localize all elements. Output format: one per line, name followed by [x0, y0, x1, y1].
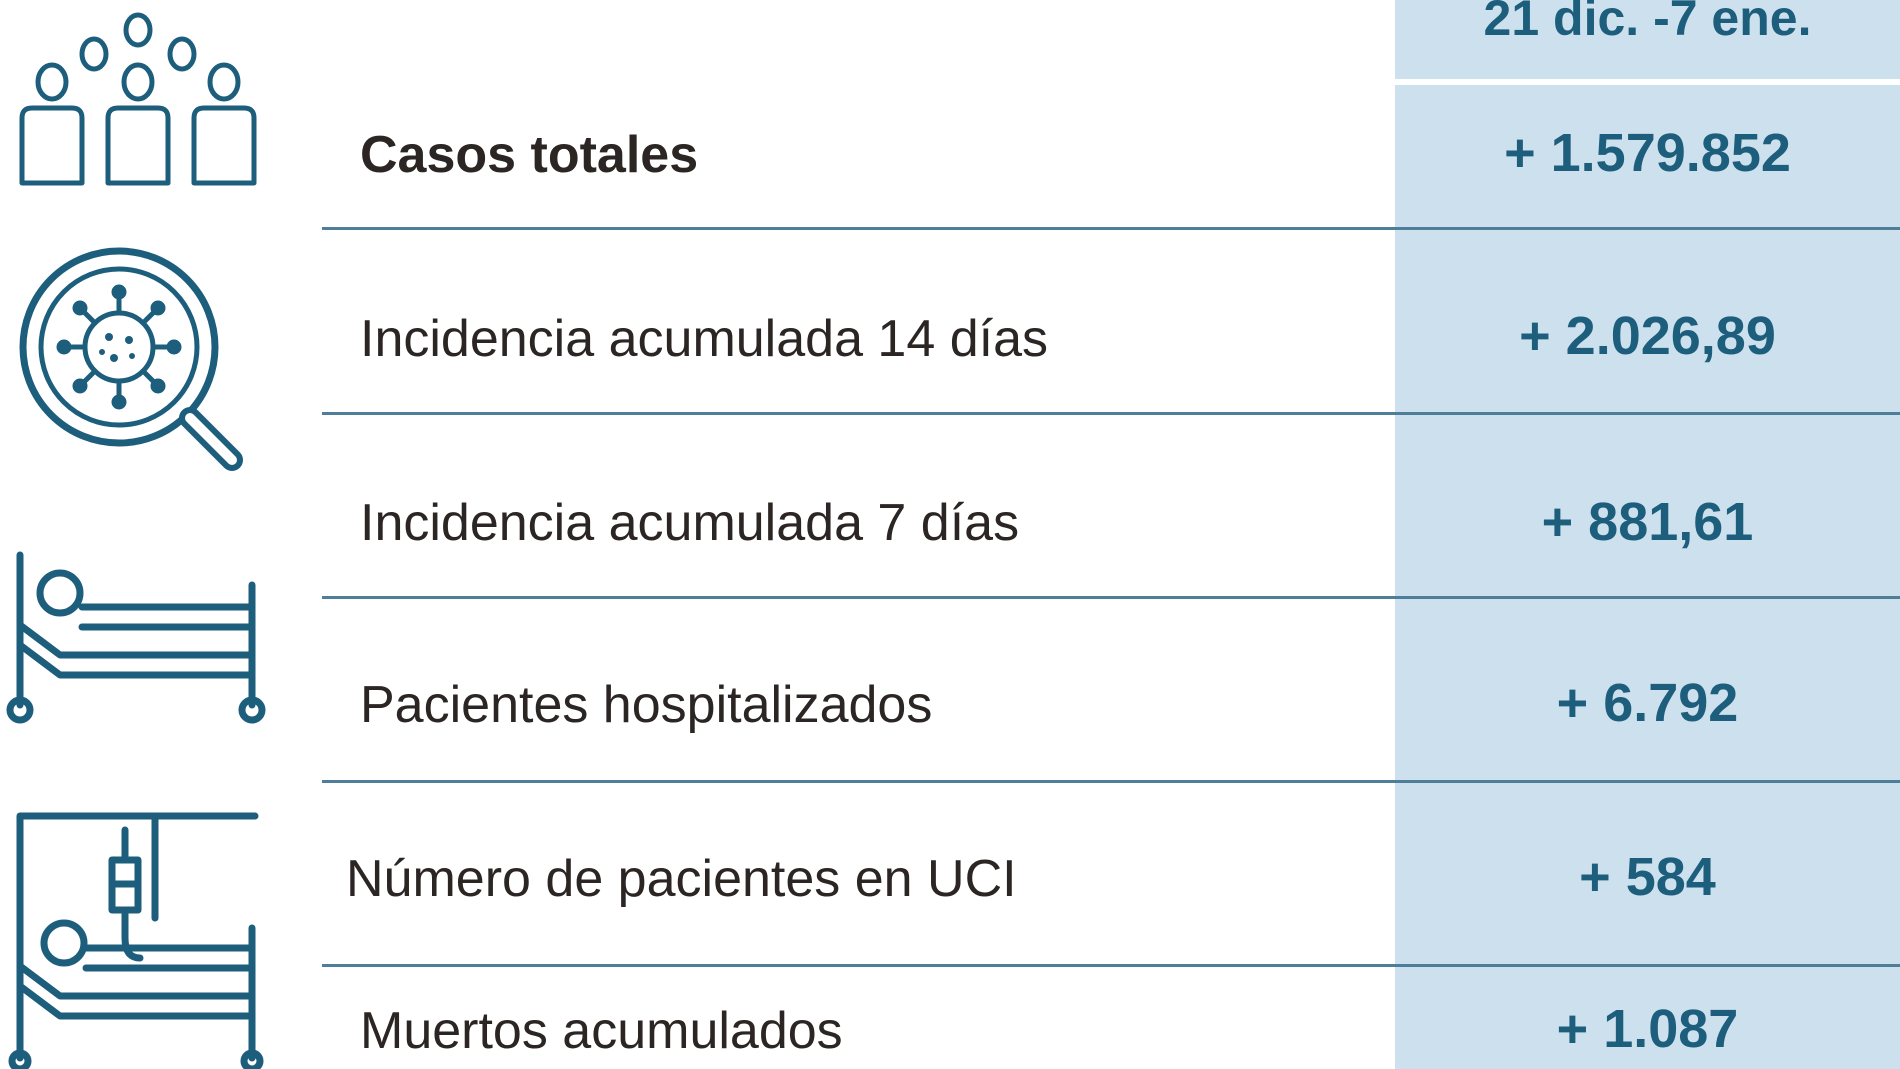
- header-separator: [1395, 79, 1900, 85]
- value-column-background: [1395, 0, 1900, 1069]
- row-label-incidencia-14: Incidencia acumulada 14 días: [360, 310, 1049, 368]
- row-divider: [322, 412, 1900, 415]
- row-value-incidencia-7: + 881,61: [1541, 492, 1754, 552]
- row-label-incidencia-7: Incidencia acumulada 7 días: [360, 494, 1020, 552]
- row-label-casos-totales: Casos totales: [360, 126, 699, 184]
- row-divider: [322, 780, 1900, 783]
- virus-magnifier-icon: [14, 242, 254, 482]
- row-label-muertos: Muertos acumulados: [360, 1002, 843, 1060]
- row-value-hospitalizados: + 6.792: [1556, 673, 1739, 733]
- people-group-icon: [10, 8, 270, 188]
- row-divider: [322, 964, 1900, 967]
- row-divider: [322, 227, 1900, 230]
- row-value-incidencia-14: + 2.026,89: [1519, 306, 1776, 366]
- icu-bed-iv-icon: [0, 808, 270, 1069]
- row-value-uci: + 584: [1579, 847, 1716, 907]
- row-label-hospitalizados: Pacientes hospitalizados: [360, 676, 933, 734]
- row-divider: [322, 596, 1900, 599]
- period-header: 21 dic. -7 ene.: [1483, 0, 1812, 46]
- row-value-casos-totales: + 1.579.852: [1504, 123, 1791, 183]
- hospital-bed-icon: [0, 545, 270, 735]
- row-value-muertos: + 1.087: [1556, 999, 1739, 1059]
- row-label-uci: Número de pacientes en UCI: [346, 850, 1017, 908]
